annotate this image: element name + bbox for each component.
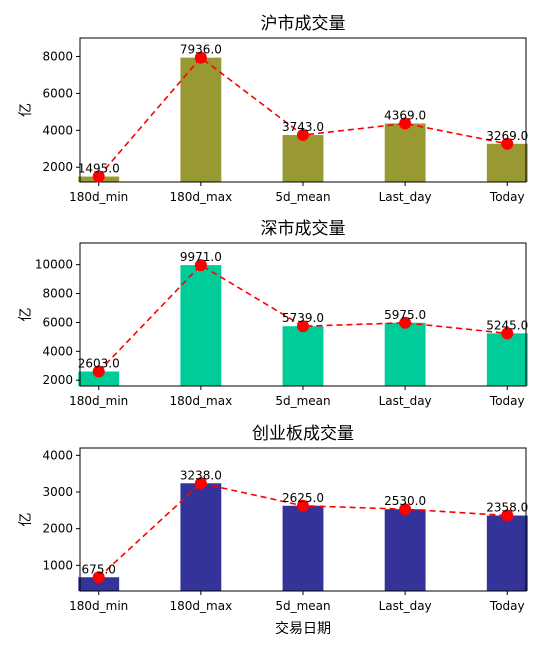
data-point bbox=[501, 509, 514, 522]
x-tick-label: 180d_min bbox=[69, 190, 128, 204]
x-tick-label: 180d_max bbox=[170, 599, 233, 613]
x-tick-label: Last_day bbox=[379, 190, 432, 204]
data-label: 3743.0 bbox=[282, 120, 324, 134]
y-tick-label: 1000 bbox=[42, 558, 73, 572]
data-point bbox=[297, 499, 309, 512]
chart-panel-3: 创业板成交量 1000 2000 3000 4000 180d_min 180d_max 5d… bbox=[18, 424, 528, 613]
y-tick-label: 6000 bbox=[42, 315, 73, 329]
x-tick-label: 180d_max bbox=[170, 190, 233, 204]
bar bbox=[282, 505, 324, 591]
x-tick-label: Today bbox=[489, 599, 525, 613]
data-label: 7936.0 bbox=[180, 43, 222, 57]
bar bbox=[486, 143, 528, 182]
y-tick-label: 2000 bbox=[42, 373, 73, 387]
y-tick-label: 4000 bbox=[42, 448, 73, 462]
data-point bbox=[92, 571, 105, 584]
bar bbox=[486, 515, 528, 591]
data-label: 2358.0 bbox=[486, 501, 528, 515]
data-label: 2603.0 bbox=[78, 357, 120, 371]
y-axis-label: 亿 bbox=[18, 513, 34, 527]
data-point bbox=[297, 320, 309, 333]
x-tick-label: 5d_mean bbox=[275, 190, 330, 204]
y-axis-label: 亿 bbox=[18, 103, 34, 117]
y-tick-label: 8000 bbox=[42, 287, 73, 301]
x-tick-label: Today bbox=[489, 394, 525, 408]
data-label: 9971.0 bbox=[180, 250, 222, 264]
y-tick-label: 4000 bbox=[42, 344, 73, 358]
x-tick-label: 5d_mean bbox=[275, 599, 330, 613]
x-tick-label: Last_day bbox=[379, 599, 432, 613]
bar bbox=[486, 333, 528, 386]
data-point bbox=[92, 170, 105, 183]
bar bbox=[180, 265, 222, 386]
bar bbox=[78, 371, 120, 386]
x-axis-label: 交易日期 bbox=[275, 620, 331, 637]
x-tick-label: 180d_max bbox=[170, 394, 233, 408]
y-axis-label: 亿 bbox=[18, 308, 34, 322]
chart-panel-1: 沪市成交量 2000 4000 6000 8000 180d_min 180d_max 5d_… bbox=[18, 14, 528, 204]
data-label: 5975.0 bbox=[384, 308, 426, 322]
data-point bbox=[297, 129, 309, 142]
y-tick-label: 4000 bbox=[42, 123, 73, 137]
data-label: 3238.0 bbox=[180, 468, 222, 482]
data-label: 5245.0 bbox=[486, 318, 528, 332]
y-tick-label: 2000 bbox=[42, 160, 73, 174]
bar bbox=[384, 322, 426, 386]
bar bbox=[384, 509, 426, 591]
x-tick-label: Today bbox=[489, 190, 525, 204]
y-tick-label: 3000 bbox=[42, 485, 73, 499]
data-point bbox=[92, 365, 105, 378]
data-label: 2530.0 bbox=[384, 494, 426, 508]
data-label: 4369.0 bbox=[384, 108, 426, 122]
y-tick-label: 10000 bbox=[35, 258, 73, 272]
bar bbox=[282, 326, 324, 386]
chart-panel-2: 深市成交量 2000 4000 6000 8000 10000 180d_min 180d_m… bbox=[18, 219, 528, 408]
data-point bbox=[194, 259, 207, 272]
data-point bbox=[194, 477, 207, 490]
data-point bbox=[194, 51, 207, 64]
chart-title: 沪市成交量 bbox=[261, 14, 346, 34]
bar bbox=[282, 135, 324, 182]
data-point bbox=[399, 503, 412, 516]
y-tick-label: 2000 bbox=[42, 522, 73, 536]
series-line bbox=[98, 264, 508, 373]
chart-title: 深市成交量 bbox=[261, 219, 346, 239]
chart-title: 创业板成交量 bbox=[252, 424, 354, 444]
x-tick-label: 180d_min bbox=[69, 394, 128, 408]
data-label: 3269.0 bbox=[486, 129, 528, 143]
x-tick-label: 180d_min bbox=[69, 599, 128, 613]
data-point bbox=[399, 316, 412, 329]
data-point bbox=[399, 117, 412, 130]
data-point bbox=[501, 137, 514, 150]
data-label: 1495.0 bbox=[78, 162, 120, 176]
x-tick-label: Last_day bbox=[379, 394, 432, 408]
bar bbox=[180, 57, 222, 182]
data-point bbox=[501, 327, 514, 340]
data-label: 2625.0 bbox=[282, 491, 324, 505]
x-tick-label: 5d_mean bbox=[275, 394, 330, 408]
y-tick-label: 6000 bbox=[42, 86, 73, 100]
bar bbox=[180, 483, 222, 591]
data-label: 675.0 bbox=[82, 562, 116, 576]
bar bbox=[78, 577, 120, 591]
data-label: 5739.0 bbox=[282, 311, 324, 325]
bar bbox=[384, 123, 426, 182]
y-tick-label: 8000 bbox=[42, 49, 73, 63]
